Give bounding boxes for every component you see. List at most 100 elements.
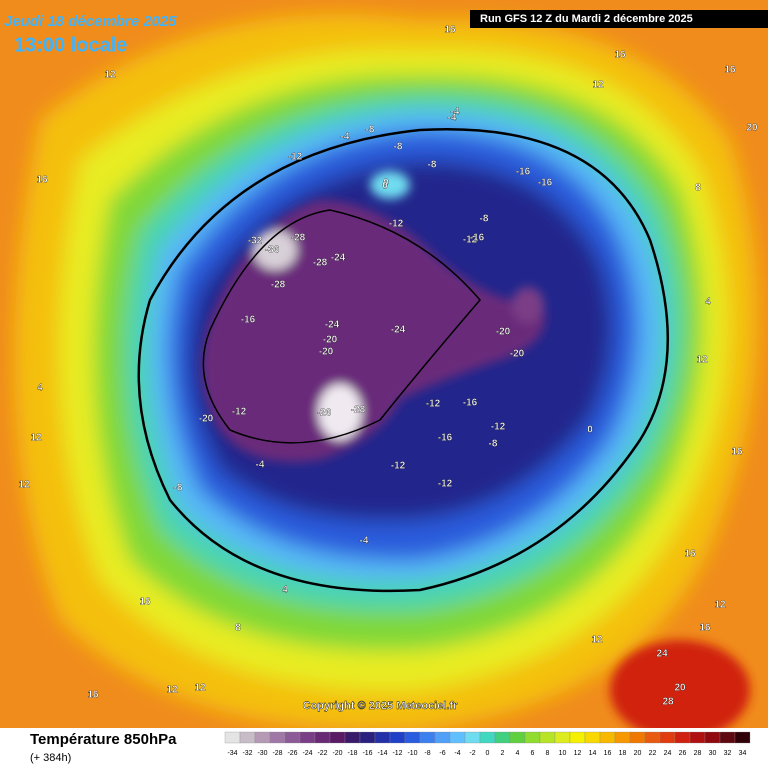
legend-swatch — [239, 731, 256, 744]
contour-label: -20 — [496, 327, 511, 338]
contour-label: 20 — [674, 683, 686, 694]
legend-label: -2 — [469, 750, 475, 757]
legend-swatch — [509, 731, 526, 744]
contour-label: -4 — [341, 132, 350, 143]
contour-label: 16 — [731, 447, 743, 458]
legend-swatch — [539, 731, 556, 744]
contour-label: -32 — [248, 236, 263, 247]
contour-label: 12 — [166, 685, 178, 696]
contour-label: 12 — [592, 80, 604, 91]
legend-swatch — [284, 731, 301, 744]
legend-label: -34 — [227, 750, 237, 757]
contour-label: 12 — [18, 480, 30, 491]
legend-label: 0 — [486, 750, 490, 757]
contour-label: -8 — [480, 214, 489, 225]
legend-label: 20 — [634, 750, 642, 757]
legend-swatch — [704, 731, 721, 744]
contour-label: -20 — [510, 349, 525, 360]
legend-swatch — [419, 731, 436, 744]
contour-label: 12 — [696, 355, 708, 366]
legend-label: 26 — [679, 750, 687, 757]
contour-label: -24 — [331, 253, 346, 264]
contour-label: 24 — [656, 649, 668, 660]
contour-label: 16 — [36, 175, 48, 186]
footer-title: Température 850hPa — [30, 731, 177, 748]
legend-label: -26 — [287, 750, 297, 757]
legend-swatch — [674, 731, 691, 744]
contour-label: -26 — [317, 408, 332, 419]
legend-label: 14 — [589, 750, 597, 757]
legend-swatch — [644, 731, 661, 744]
date-label: Jeudi 18 décembre 2025 — [4, 13, 177, 30]
contour-label: 16 — [684, 549, 696, 560]
time-label: 13:00 locale — [14, 34, 127, 56]
contour-label: -16 — [241, 315, 256, 326]
contour-label: 16 — [139, 597, 151, 608]
legend-label: 24 — [664, 750, 672, 757]
legend-swatch — [524, 731, 541, 744]
legend-label: 12 — [574, 750, 582, 757]
legend-label: -14 — [377, 750, 387, 757]
contour-label: -4 — [448, 113, 457, 124]
legend-swatch — [254, 731, 271, 744]
contour-label: -20 — [319, 347, 334, 358]
run-label: Run GFS 12 Z du Mardi 2 décembre 2025 — [480, 13, 693, 25]
contour-label: 12 — [714, 600, 726, 611]
contour-label: -16 — [538, 178, 553, 189]
contour-label: 4 — [282, 585, 288, 596]
legend-label: -30 — [257, 750, 267, 757]
contour-label: 16 — [614, 50, 626, 61]
legend-label: 18 — [619, 750, 627, 757]
legend-label: 10 — [559, 750, 567, 757]
legend-label: 32 — [724, 750, 732, 757]
contour-label: -8 — [174, 483, 183, 494]
contour-label: 12 — [30, 433, 42, 444]
contour-label: -8 — [366, 125, 375, 136]
legend-swatch — [554, 731, 571, 744]
contour-label: -12 — [491, 422, 506, 433]
contour-label: -24 — [391, 325, 406, 336]
legend-label: -28 — [272, 750, 282, 757]
legend-swatch — [599, 731, 616, 744]
legend-label: 22 — [649, 750, 657, 757]
contour-label: 4 — [37, 383, 43, 394]
legend-swatch — [629, 731, 646, 744]
legend-label: 6 — [531, 750, 535, 757]
contour-label: 12 — [194, 683, 206, 694]
contour-label: -8 — [489, 439, 498, 450]
contour-label: -4 — [451, 107, 460, 118]
contour-label: 4 — [705, 297, 711, 308]
legend-swatch — [614, 731, 631, 744]
legend-swatch — [344, 731, 361, 744]
contour-label: -4 — [256, 460, 265, 471]
contour-label: 0 — [587, 425, 593, 436]
contour-label: -16 — [516, 167, 531, 178]
contour-label: 12 — [104, 70, 116, 81]
legend-swatch — [314, 731, 331, 744]
contour-label: -12 — [389, 219, 404, 230]
legend-label: 8 — [546, 750, 550, 757]
legend-swatch — [659, 731, 676, 744]
contour-label: -16 — [463, 398, 478, 409]
legend-swatch — [299, 731, 316, 744]
contour-label: 16 — [87, 690, 99, 701]
color-legend: -34 -32 -30 -28 -26 -24 -22 -20 -18 -16 -14 -12 -10-… — [224, 731, 751, 757]
contour-label: -28 — [351, 405, 366, 416]
contour-label: -8 — [428, 160, 437, 171]
contour-label: -36 — [265, 245, 280, 256]
legend-label: -6 — [439, 750, 445, 757]
legend-swatch — [449, 731, 466, 744]
contour-label: 12 — [591, 635, 603, 646]
legend-label: 34 — [739, 750, 747, 757]
contour-label: 16 — [699, 623, 711, 634]
contour-label: -12 — [391, 461, 406, 472]
legend-label: -8 — [424, 750, 430, 757]
contour-label: -20 — [199, 414, 214, 425]
contour-label: -20 — [323, 335, 338, 346]
legend-label: -24 — [302, 750, 312, 757]
contour-label: -12 — [426, 399, 441, 410]
legend-label: -20 — [332, 750, 342, 757]
legend-label: -10 — [407, 750, 417, 757]
legend-swatch — [464, 731, 481, 744]
legend-label: 4 — [516, 750, 520, 757]
